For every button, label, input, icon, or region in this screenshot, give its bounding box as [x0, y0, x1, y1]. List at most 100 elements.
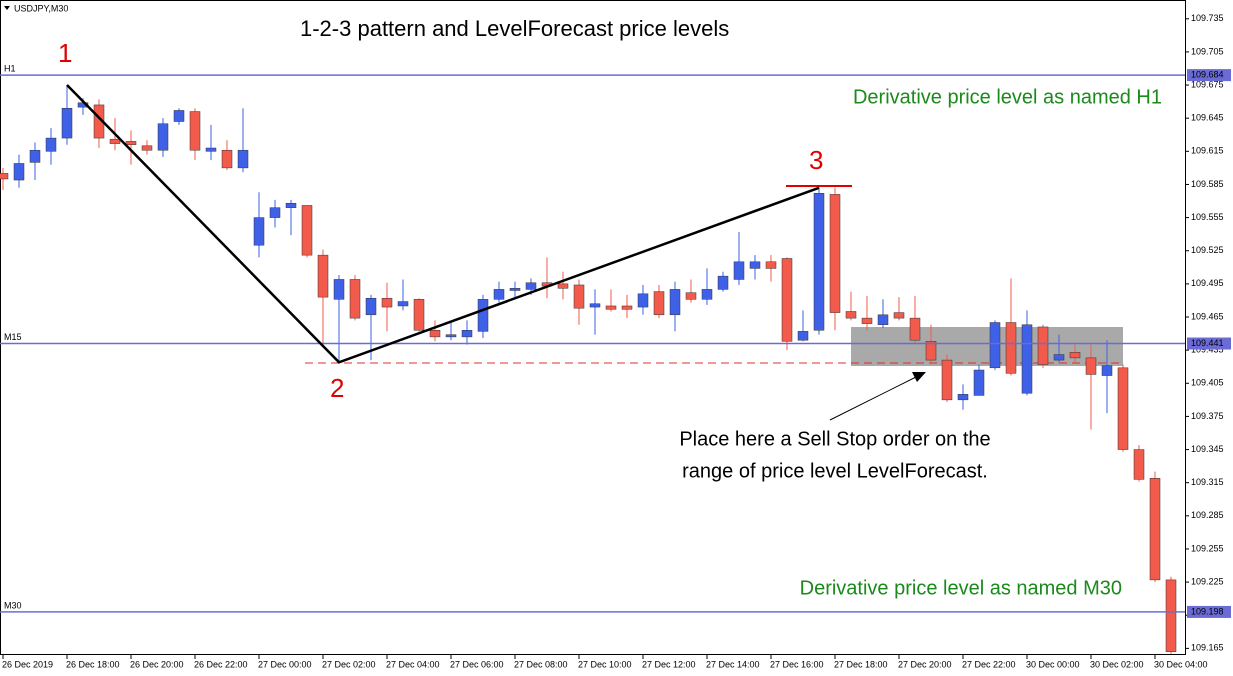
candle-body [829, 194, 841, 313]
x-tick-label: 27 Dec 22:00 [962, 659, 1016, 669]
candle-body [285, 202, 297, 208]
point-label: 1 [58, 38, 72, 68]
candle-body [381, 297, 393, 308]
candle-body [61, 107, 73, 139]
candle-body [141, 145, 153, 151]
y-tick-label: 109.225 [1191, 576, 1224, 586]
y-tick-label: 109.435 [1191, 345, 1224, 355]
candle-body [333, 279, 345, 300]
candle-body [1069, 352, 1081, 359]
x-tick-label: 27 Dec 00:00 [258, 659, 312, 669]
candle-body [989, 322, 1001, 369]
candle-body [797, 331, 809, 341]
candle-body [781, 258, 793, 342]
x-tick-label: 30 Dec 04:00 [1154, 659, 1208, 669]
candle-body [0, 173, 9, 180]
note-arrowhead [912, 372, 926, 382]
candle-body [925, 341, 937, 361]
candle-body [733, 261, 745, 280]
x-tick-label: 26 Dec 22:00 [194, 659, 248, 669]
candle-body [205, 147, 217, 152]
sell-zone [851, 327, 1123, 366]
candle-body [749, 261, 761, 269]
candle-body [717, 275, 729, 290]
y-tick-label: 109.465 [1191, 311, 1224, 321]
candle-body [765, 261, 777, 269]
candle-body [1149, 478, 1161, 581]
candle-body [877, 314, 889, 325]
candle-body [1085, 357, 1097, 375]
candle-body [941, 359, 953, 401]
note-arrow [829, 375, 919, 421]
level-tag-label: 109.684 [1191, 69, 1224, 79]
y-tick-label: 109.315 [1191, 477, 1224, 487]
x-tick-label: 26 Dec 20:00 [130, 659, 184, 669]
candle-body [813, 193, 825, 331]
candle-body [893, 312, 905, 319]
candle-body [29, 149, 41, 163]
candle-body [1117, 367, 1129, 450]
candle-body [237, 149, 249, 169]
y-tick-label: 109.255 [1191, 543, 1224, 553]
candle-body [13, 163, 25, 181]
candle-body [573, 284, 585, 309]
point-label: 2 [330, 373, 344, 403]
candle-body [973, 369, 985, 396]
candle-body [909, 317, 921, 341]
x-tick-label: 27 Dec 08:00 [514, 659, 568, 669]
order-note: range of price level LevelForecast. [682, 460, 988, 482]
candle-body [493, 289, 505, 300]
level-tag [1187, 605, 1231, 618]
y-tick-label: 109.345 [1191, 444, 1224, 454]
symbol-arrow [4, 6, 10, 10]
candle-body [557, 283, 569, 289]
m30-note: Derivative price level as named M30 [800, 577, 1122, 599]
candle-body [413, 299, 425, 331]
candle-body [605, 305, 617, 310]
candle-body [221, 149, 233, 169]
candle-body [157, 123, 169, 151]
candle-body [701, 289, 713, 300]
y-tick-label: 109.405 [1191, 378, 1224, 388]
y-tick-label: 109.285 [1191, 510, 1224, 520]
candle-body [189, 111, 201, 151]
candle-body [669, 289, 681, 316]
h1-note: Derivative price level as named H1 [853, 86, 1162, 108]
chart-title: 1-2-3 pattern and LevelForecast price le… [300, 16, 729, 41]
candle-body [1037, 326, 1049, 365]
x-tick-label: 27 Dec 16:00 [770, 659, 824, 669]
candle-body [637, 293, 649, 308]
candle-body [477, 299, 489, 332]
candle-body [685, 292, 697, 300]
y-tick-label: 109.585 [1191, 179, 1224, 189]
point-label: 3 [809, 145, 823, 175]
symbol: USDJPY,M30 [14, 3, 68, 13]
level-name: H1 [4, 63, 16, 73]
y-tick-label: 109.165 [1191, 643, 1224, 653]
x-tick-label: 27 Dec 14:00 [706, 659, 760, 669]
x-tick-label: 27 Dec 02:00 [322, 659, 376, 669]
level-tag [1187, 69, 1231, 82]
candle-body [397, 301, 409, 307]
y-tick-label: 109.645 [1191, 113, 1224, 123]
candle-body [125, 141, 137, 145]
x-tick-label: 30 Dec 00:00 [1026, 659, 1080, 669]
candle-body [1053, 354, 1065, 361]
candle-body [317, 254, 329, 298]
y-tick-label: 109.525 [1191, 245, 1224, 255]
x-tick-label: 26 Dec 2019 [2, 659, 53, 669]
pattern-line [66, 84, 820, 364]
candle-body [365, 297, 377, 316]
candle-body [301, 205, 313, 256]
x-tick-label: 27 Dec 06:00 [450, 659, 504, 669]
x-tick-label: 30 Dec 02:00 [1090, 659, 1144, 669]
order-note: Place here a Sell Stop order on the [679, 428, 990, 450]
y-tick-label: 109.375 [1191, 411, 1224, 421]
candle-body [253, 217, 265, 246]
x-tick-label: 27 Dec 12:00 [642, 659, 696, 669]
candle-body [845, 311, 857, 319]
candle-body [621, 305, 633, 310]
candle-body [1101, 365, 1113, 376]
